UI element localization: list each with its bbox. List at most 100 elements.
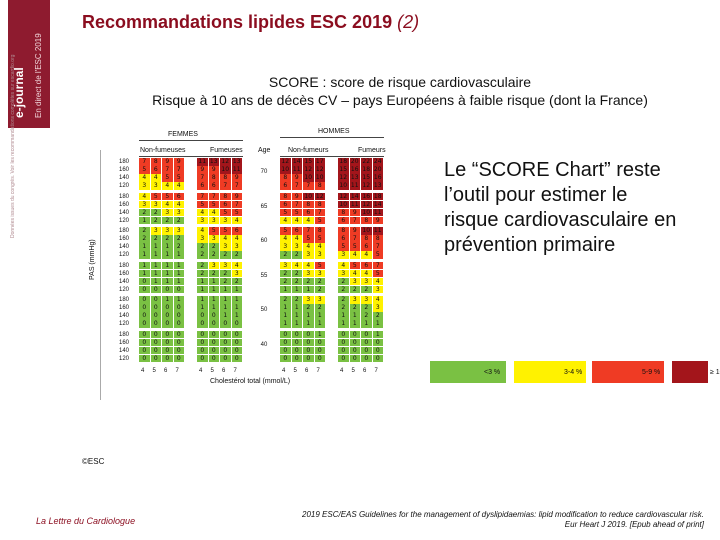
sbp-label: 120 <box>119 321 130 327</box>
risk-cell: 0 <box>280 330 291 338</box>
risk-cell: 4 <box>303 261 314 269</box>
risk-cell: 3 <box>150 200 161 208</box>
risk-cell: 1 <box>372 320 383 328</box>
risk-cell: 4 <box>173 200 184 208</box>
risk-cell: 1 <box>139 251 150 259</box>
risk-cell: 0 <box>197 346 208 354</box>
risk-cell: 11 <box>291 166 302 174</box>
risk-cell: 9 <box>173 158 184 166</box>
risk-cell: 1 <box>173 261 184 269</box>
sbp-label: 140 <box>119 347 130 354</box>
risk-cell: 3 <box>162 227 173 235</box>
risk-cell: 7 <box>303 227 314 235</box>
sbp-label: 160 <box>119 167 130 173</box>
risk-cell: 0 <box>291 354 302 362</box>
risk-cell: 3 <box>280 243 291 251</box>
risk-cell: 5 <box>349 261 360 269</box>
risk-cell: 6 <box>150 166 161 174</box>
risk-cell: 2 <box>197 269 208 277</box>
risk-cell: 0 <box>150 330 161 338</box>
risk-cell: 1 <box>361 320 372 328</box>
risk-cell: 9 <box>231 192 242 200</box>
risk-cell: 0 <box>150 304 161 312</box>
risk-cell: 3 <box>220 243 231 251</box>
risk-cell: 1 <box>150 277 161 285</box>
risk-cell: 22 <box>361 158 372 166</box>
risk-cell: 0 <box>162 312 173 320</box>
risk-cell: 8 <box>361 216 372 224</box>
risk-cell: 1 <box>291 304 302 312</box>
risk-cell: 0 <box>150 296 161 304</box>
brand-subtitle: En direct de l'ESC 2019 <box>34 33 43 118</box>
risk-cell: 2 <box>361 312 372 320</box>
risk-cell: 4 <box>231 261 242 269</box>
risk-cell: 0 <box>231 354 242 362</box>
risk-cell: 2 <box>280 277 291 285</box>
risk-cell: 8 <box>208 174 219 182</box>
risk-cell: 4 <box>173 182 184 190</box>
sidebar-fine-print: Données issues du congrès. Voir les reco… <box>10 54 16 238</box>
risk-cell: 10 <box>338 200 349 208</box>
risk-cell: 9 <box>349 208 360 216</box>
age-label: 65 <box>260 203 268 210</box>
risk-cell: 1 <box>280 285 291 293</box>
risk-cell: 5 <box>372 251 383 259</box>
sbp-label: 180 <box>119 159 130 165</box>
risk-cell: 5 <box>338 243 349 251</box>
risk-cell: 7 <box>372 261 383 269</box>
risk-cell: 2 <box>220 269 231 277</box>
risk-cell: 18 <box>361 166 372 174</box>
risk-cell: 1 <box>280 320 291 328</box>
risk-cell: 18 <box>338 158 349 166</box>
risk-cell: 3 <box>139 200 150 208</box>
sbp-label: 140 <box>119 175 130 181</box>
risk-cell: 5 <box>208 200 219 208</box>
risk-cell: 1 <box>150 243 161 251</box>
risk-cell: 1 <box>220 296 231 304</box>
risk-cell: 5 <box>314 261 325 269</box>
age-label: 70 <box>260 169 268 175</box>
risk-cell: 2 <box>314 285 325 293</box>
risk-cell: 1 <box>139 261 150 269</box>
risk-cell: 1 <box>139 243 150 251</box>
risk-cell: 6 <box>338 216 349 224</box>
risk-cell: 0 <box>220 346 231 354</box>
risk-cell: 7 <box>139 158 150 166</box>
chart-title-line-1: SCORE : score de risque cardiovasculaire <box>268 74 532 90</box>
risk-cell: 0 <box>303 346 314 354</box>
risk-cell: 1 <box>303 312 314 320</box>
risk-cell: 10 <box>361 208 372 216</box>
risk-cell: 0 <box>150 285 161 293</box>
risk-cell: 10 <box>220 166 231 174</box>
risk-cell: 4 <box>280 235 291 243</box>
risk-cell: 17 <box>314 158 325 166</box>
x-axis-label: Cholestérol total (mmol/L) <box>210 378 291 385</box>
header-non-fumeuses: Non-fumeuses <box>140 147 186 154</box>
risk-cell: 0 <box>231 338 242 346</box>
risk-cell: 10 <box>280 166 291 174</box>
risk-cell: 4 <box>291 261 302 269</box>
risk-cell: 0 <box>349 354 360 362</box>
risk-cell: 1 <box>150 261 161 269</box>
risk-cell: 1 <box>372 330 383 338</box>
risk-cell: 0 <box>197 338 208 346</box>
risk-cell: 7 <box>197 192 208 200</box>
risk-cell: 0 <box>349 338 360 346</box>
risk-cell: 0 <box>349 330 360 338</box>
risk-cell: 1 <box>303 285 314 293</box>
risk-cell: 12 <box>361 182 372 190</box>
risk-cell: 0 <box>139 354 150 362</box>
risk-cell: 7 <box>314 208 325 216</box>
risk-cell: 0 <box>231 330 242 338</box>
sbp-label: 120 <box>119 252 130 258</box>
risk-cell: 4 <box>361 251 372 259</box>
risk-cell: 2 <box>173 235 184 243</box>
risk-cell: 3 <box>231 243 242 251</box>
risk-cell: 0 <box>208 354 219 362</box>
slide-title: Recommandations lipides ESC 2019 (2) <box>82 12 419 33</box>
risk-cell: 6 <box>361 261 372 269</box>
risk-cell: 4 <box>162 182 173 190</box>
risk-cell: 0 <box>162 330 173 338</box>
risk-cell: 2 <box>338 304 349 312</box>
risk-cell: 0 <box>139 285 150 293</box>
